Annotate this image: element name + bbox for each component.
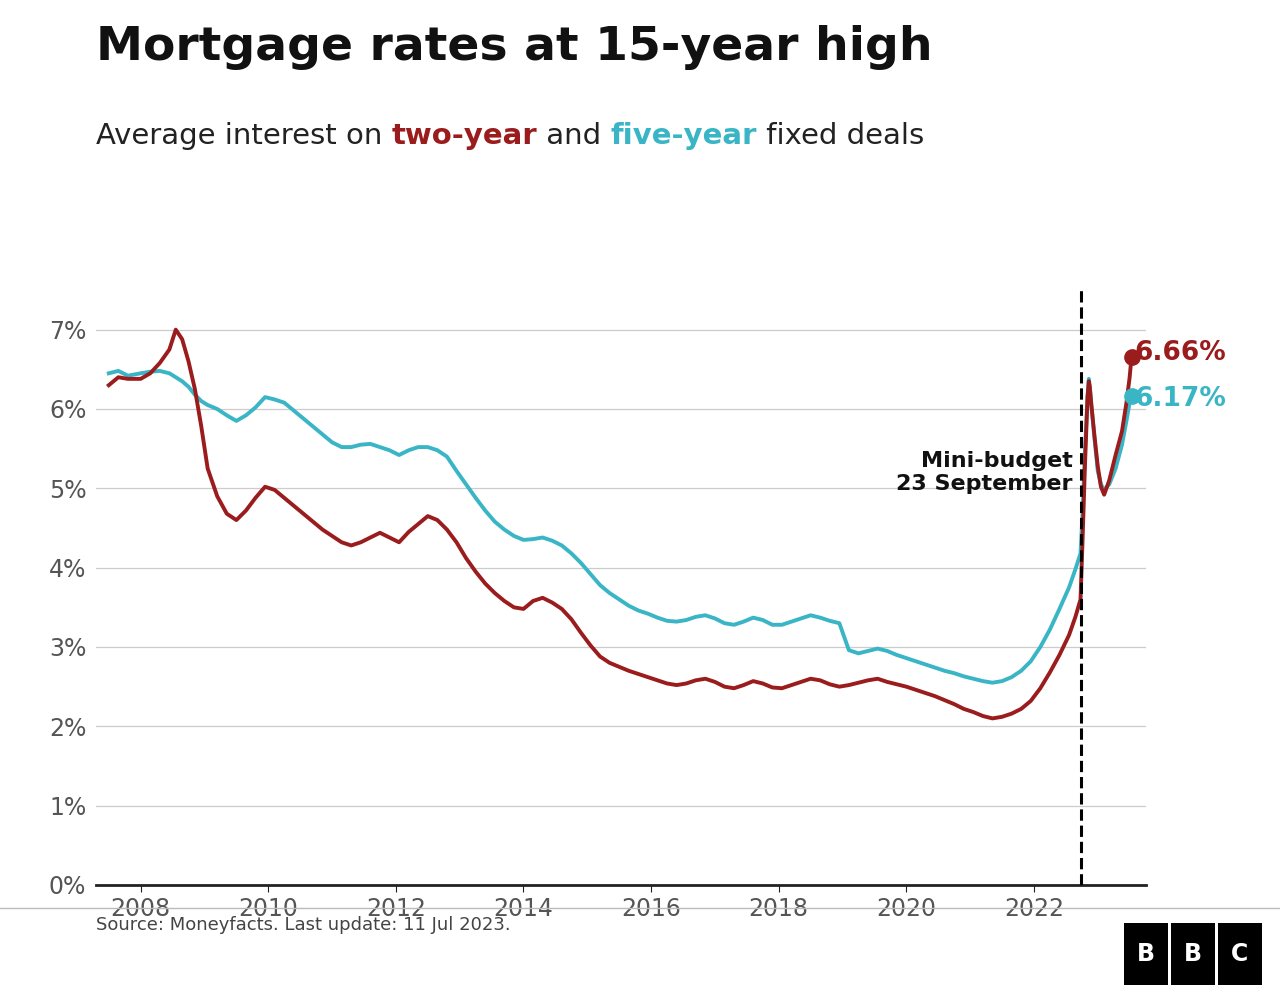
FancyBboxPatch shape (1171, 923, 1215, 985)
Text: two-year: two-year (392, 122, 538, 150)
Text: Source: Moneyfacts. Last update: 11 Jul 2023.: Source: Moneyfacts. Last update: 11 Jul … (96, 916, 511, 934)
FancyBboxPatch shape (1217, 923, 1262, 985)
Text: Mini-budget
23 September: Mini-budget 23 September (896, 451, 1073, 494)
FancyBboxPatch shape (1124, 923, 1167, 985)
Text: Average interest on: Average interest on (96, 122, 392, 150)
Text: fixed deals: fixed deals (756, 122, 924, 150)
Text: B: B (1137, 942, 1155, 966)
Text: C: C (1231, 942, 1248, 966)
Text: five-year: five-year (611, 122, 756, 150)
Text: and: and (538, 122, 611, 150)
Text: 6.66%: 6.66% (1134, 340, 1226, 366)
Text: B: B (1184, 942, 1202, 966)
Text: 6.17%: 6.17% (1134, 386, 1226, 412)
Text: Mortgage rates at 15-year high: Mortgage rates at 15-year high (96, 25, 933, 70)
